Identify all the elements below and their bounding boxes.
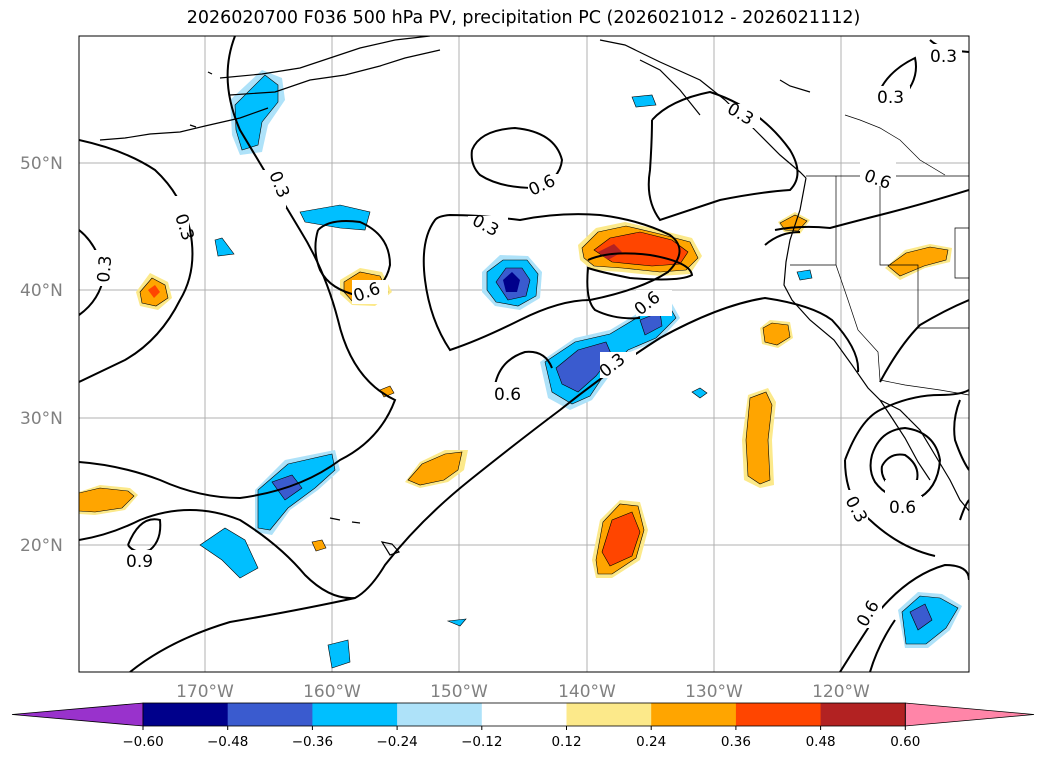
lat-label-20n: 20°N [20, 536, 63, 556]
contour-label: 0.9 [126, 552, 153, 572]
colorbar-tick-label: 0.24 [636, 734, 666, 750]
colorbar-bin [566, 703, 652, 726]
colorbar-outline [142, 702, 906, 727]
colorbar [11, 702, 1035, 727]
longitude-labels: 170°W 160°W 150°W 140°W 130°W 120°W [176, 682, 870, 702]
lon-label-120w: 120°W [812, 682, 870, 702]
colorbar-tick-label: 0.48 [806, 734, 836, 750]
state-borders [790, 114, 969, 396]
latitude-labels: 50°N 40°N 30°N 20°N [20, 154, 63, 556]
colorbar-extend-min [11, 702, 144, 727]
colorbar-bin [735, 703, 822, 726]
colorbar-tick-label: −0.60 [122, 734, 163, 750]
colorbar-bin [820, 703, 906, 726]
map-plot-area [79, 36, 969, 672]
lon-label-140w: 140°W [558, 682, 616, 702]
lon-label-150w: 150°W [430, 682, 488, 702]
colorbar-extend-max [904, 702, 1035, 727]
colorbar-bin [143, 703, 229, 726]
lat-label-50n: 50°N [20, 154, 63, 174]
colorbar-tick-label: −0.36 [292, 734, 333, 750]
colorbar-ticks: −0.60 −0.48 −0.36 −0.24 −0.12 0.12 0.24 0.36 0.4… [122, 726, 920, 750]
colorbar-tick-label: 0.36 [721, 734, 751, 750]
lat-label-30n: 30°N [20, 409, 63, 429]
contour-label: 0.3 [930, 47, 957, 67]
contour-labels: 0.3 0.3 0.3 0.3 0.3 0.3 0.3 0.3 0.3 0.6 … [93, 44, 962, 631]
colorbar-bin [227, 703, 313, 726]
contour-label: 0.6 [494, 385, 521, 405]
lat-label-40n: 40°N [20, 281, 63, 301]
colorbar-bin [397, 703, 483, 726]
lon-label-170w: 170°W [176, 682, 234, 702]
contour-label: 0.3 [94, 255, 116, 284]
colorbar-bin [481, 703, 567, 726]
colorbar-bin [312, 703, 398, 726]
colorbar-tick-label: 0.12 [551, 734, 581, 750]
colorbar-tick-label: −0.24 [376, 734, 417, 750]
lon-label-160w: 160°W [303, 682, 361, 702]
chart-title: 2026020700 F036 500 hPa PV, precipitatio… [186, 8, 861, 28]
colorbar-tick-label: −0.48 [207, 734, 248, 750]
colorbar-tick-label: −0.12 [461, 734, 502, 750]
map-frame [78, 35, 970, 673]
lon-label-130w: 130°W [685, 682, 743, 702]
contour-label: 0.3 [877, 88, 904, 108]
contour-label: 0.6 [889, 498, 916, 518]
colorbar-tick-label: 0.60 [890, 734, 920, 750]
colorbar-bin [651, 703, 737, 726]
